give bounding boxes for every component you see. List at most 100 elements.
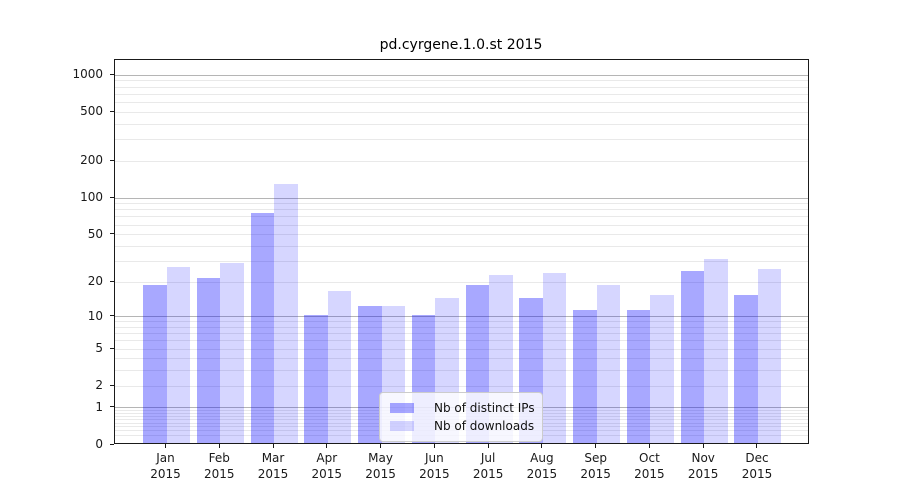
bar-downloads-aug (542, 272, 567, 443)
gridline-minor (114, 245, 808, 247)
x-tick-mark (702, 444, 704, 448)
y-tick-label: 2 (95, 378, 103, 393)
legend-label-distinct-ips: Nb of distinct IPs (434, 401, 535, 415)
x-tick-mark (541, 444, 543, 448)
bar-downloads-nov (704, 259, 728, 443)
gridline-minor (114, 139, 808, 141)
y-tick-label: 10 (87, 308, 103, 323)
bar-ips-dec (734, 294, 758, 443)
x-tick-line: 2015 (634, 467, 665, 481)
gridline-minor (114, 216, 808, 218)
x-tick-line: Nov (691, 451, 715, 465)
gridline-major (114, 74, 808, 76)
x-tick-mark (218, 444, 220, 448)
x-tick-line: Sep (584, 451, 607, 465)
gridline-minor (114, 370, 808, 372)
y-tick-label: 5 (95, 341, 103, 356)
gridline-minor (114, 224, 808, 226)
gridline-major (114, 316, 808, 318)
y-tick-mark (109, 73, 114, 75)
legend-label-downloads: Nb of downloads (434, 419, 535, 433)
x-tick-line: 2015 (419, 467, 450, 481)
gridline-minor (114, 111, 808, 113)
x-tick-label-aug: Aug 2015 (512, 450, 572, 482)
y-tick-label: 200 (80, 153, 103, 168)
x-tick-line: 2015 (311, 467, 343, 481)
gridline-minor (114, 385, 808, 387)
bar-downloads-jan (166, 266, 190, 443)
bar-ips-jan (143, 285, 167, 443)
y-tick-mark (109, 315, 114, 317)
gridline-minor (114, 209, 808, 211)
y-tick-label: 1000 (72, 67, 103, 82)
gridline-minor (114, 123, 808, 125)
bar-ips-feb (196, 277, 221, 443)
bar-ips-oct (626, 310, 651, 443)
gridline-minor (114, 358, 808, 360)
legend-item-distinct-ips: Nb of distinct IPs (388, 400, 535, 416)
x-tick-mark (648, 444, 650, 448)
y-tick-label: 50 (87, 226, 103, 241)
x-tick-mark (380, 444, 382, 448)
x-tick-label-apr: Apr 2015 (297, 450, 357, 482)
y-tick-mark (109, 233, 114, 235)
legend-swatch-distinct-ips (390, 403, 414, 413)
gridline-minor (114, 234, 808, 236)
bar-downloads-sep (596, 285, 621, 443)
x-tick-mark (433, 444, 435, 448)
gridline-minor (114, 102, 808, 104)
gridline-minor (114, 203, 808, 205)
gridline-minor (114, 333, 808, 335)
bar-ips-mar (250, 213, 275, 443)
gridline-minor (114, 80, 808, 82)
x-tick-label-mar: Mar 2015 (243, 450, 303, 482)
x-tick-mark (595, 444, 597, 448)
gridline-minor (114, 321, 808, 323)
y-tick-mark (109, 196, 114, 198)
x-tick-line: 2015 (741, 467, 773, 481)
bar-downloads-oct (650, 294, 674, 443)
x-tick-mark (272, 444, 274, 448)
x-tick-label-nov: Nov 2015 (673, 450, 733, 482)
x-tick-line: 2015 (472, 467, 504, 481)
x-tick-label-jan: Jan 2015 (136, 450, 196, 482)
y-tick-mark (109, 159, 114, 161)
x-tick-line: Feb (208, 451, 230, 465)
gridline-minor (114, 160, 808, 162)
x-tick-line: 2015 (526, 467, 558, 481)
x-tick-mark (487, 444, 489, 448)
y-tick-label: 0 (95, 437, 103, 451)
x-tick-label-oct: Oct 2015 (619, 450, 679, 482)
x-tick-label-sep: Sep 2015 (566, 450, 626, 482)
x-tick-line: May (368, 451, 393, 465)
y-tick-mark (109, 406, 114, 408)
x-tick-line: Apr (316, 451, 338, 465)
x-tick-line: Jun (424, 451, 444, 465)
x-tick-label-dec: Dec 2015 (727, 450, 787, 482)
x-tick-label-jul: Jul 2015 (458, 450, 518, 482)
gridline-minor (114, 348, 808, 350)
chart-title: pd.cyrgene.1.0.st 2015 (379, 37, 543, 53)
y-tick-mark (109, 280, 114, 282)
bar-ips-nov (680, 270, 705, 443)
x-tick-line: Aug (530, 451, 554, 465)
x-tick-label-feb: Feb 2015 (189, 450, 249, 482)
x-tick-line: 2015 (257, 467, 289, 481)
gridline-minor (114, 86, 808, 88)
x-tick-line: Dec (745, 451, 769, 465)
y-tick-label: 500 (80, 104, 103, 119)
x-tick-line: 2015 (365, 467, 396, 481)
legend: Nb of distinct IPs Nb of downloads (379, 392, 543, 442)
y-tick-mark (109, 443, 114, 445)
x-tick-line: Mar (261, 451, 285, 465)
y-tick-mark (109, 347, 114, 349)
x-tick-mark (756, 444, 758, 448)
x-tick-line: Jul (480, 451, 496, 465)
bar-ips-apr (304, 314, 328, 443)
bar-downloads-feb (220, 262, 244, 443)
bar-ips-sep (573, 310, 597, 443)
x-tick-line: 2015 (203, 467, 235, 481)
gridline-major (114, 197, 808, 199)
x-tick-line: 2015 (150, 467, 181, 481)
